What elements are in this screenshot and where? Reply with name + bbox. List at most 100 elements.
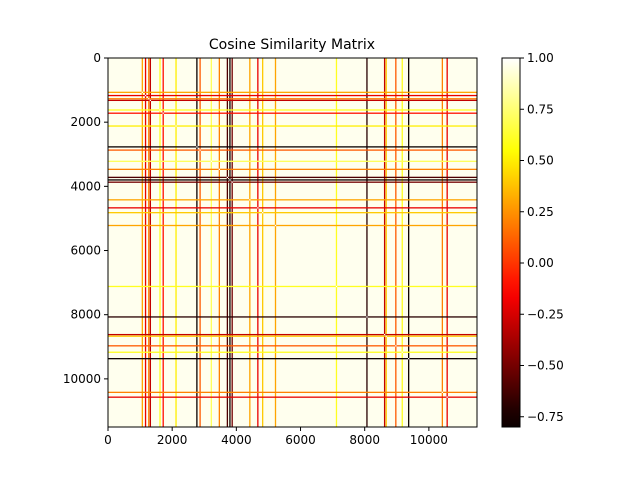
x-tick-label: 6000 bbox=[285, 433, 316, 447]
colorbar-tick-label: −0.50 bbox=[527, 359, 564, 373]
heatmap-diagonal-cell bbox=[229, 179, 231, 181]
heatmap-diagonal-cell bbox=[218, 168, 220, 170]
heatmap-column-band bbox=[196, 58, 198, 427]
heatmap-row-band bbox=[108, 181, 477, 183]
heatmap-column-band bbox=[249, 58, 251, 427]
heatmap-diagonal-cell bbox=[385, 335, 387, 337]
x-axis: 0 2000 4000 6000 8000 10000 bbox=[104, 427, 448, 447]
heatmap-column-band bbox=[229, 58, 231, 427]
heatmap-column-band bbox=[210, 58, 212, 427]
heatmap-row-band bbox=[108, 207, 477, 209]
heatmap-row-band bbox=[108, 176, 477, 179]
colorbar-axis: 1.00 0.75 0.50 0.25 0.00 −0.25 −0.50 −0.75 bbox=[520, 51, 564, 424]
heatmap-diagonal-cell bbox=[366, 316, 368, 318]
heatmap-diagonal-cell bbox=[231, 181, 233, 183]
heatmap-row-band bbox=[108, 285, 477, 288]
chart-title: Cosine Similarity Matrix bbox=[209, 37, 375, 53]
colorbar-tick-label: −0.75 bbox=[527, 410, 564, 424]
y-tick-label: 6000 bbox=[70, 244, 101, 258]
colorbar-tick-label: 0.75 bbox=[527, 102, 554, 116]
colorbar-tick-label: 1.00 bbox=[527, 51, 554, 65]
x-tick-label: 0 bbox=[104, 433, 112, 447]
heatmap-row-band bbox=[108, 146, 477, 148]
colorbar-tick-label: 0.25 bbox=[527, 205, 554, 219]
heatmap-column-band bbox=[141, 58, 143, 427]
heatmap-row-band bbox=[108, 358, 477, 360]
heatmap-row-band bbox=[108, 335, 477, 337]
heatmap-column-band bbox=[408, 58, 410, 427]
heatmap-diagonal-cell bbox=[196, 146, 198, 148]
heatmap-diagonal-cell bbox=[335, 285, 338, 288]
heatmap-row-band bbox=[108, 94, 477, 97]
heatmap-diagonal-cell bbox=[226, 176, 229, 179]
heatmap-diagonal-cell bbox=[162, 112, 164, 114]
heatmap-row-band bbox=[108, 109, 477, 111]
heatmap-diagonal-cell bbox=[262, 212, 264, 214]
heatmap-column-band bbox=[231, 58, 233, 427]
heatmap-column-band bbox=[441, 58, 444, 427]
heatmap-column-band bbox=[149, 58, 152, 427]
heatmap-row-band bbox=[108, 345, 477, 347]
heatmap-column-band bbox=[274, 58, 277, 427]
heatmap-row-band bbox=[108, 224, 477, 227]
x-tick-label: 10000 bbox=[410, 433, 448, 447]
heatmap-image bbox=[108, 58, 477, 427]
heatmap-row-band bbox=[108, 391, 477, 394]
heatmap-diagonal-cell bbox=[175, 125, 177, 127]
heatmap-row-band bbox=[108, 168, 477, 170]
heatmap-row-band bbox=[108, 91, 477, 93]
x-tick-label: 2000 bbox=[157, 433, 188, 447]
y-tick-label: 0 bbox=[93, 51, 101, 65]
heatmap-diagonal-cell bbox=[210, 160, 212, 162]
heatmap-frame bbox=[107, 57, 478, 428]
heatmap-diagonal-cell bbox=[141, 91, 143, 93]
heatmap-diagonal-cell bbox=[446, 396, 448, 398]
heatmap-row-band bbox=[108, 179, 477, 181]
heatmap-column-band bbox=[383, 58, 386, 427]
heatmap-diagonal-cell bbox=[401, 351, 403, 353]
heatmap-diagonal-cell bbox=[274, 224, 277, 227]
heatmap-row-band bbox=[108, 351, 477, 353]
heatmap-row-band bbox=[108, 112, 477, 114]
heatmap-column-band bbox=[218, 58, 220, 427]
heatmap-diagonal-cell bbox=[149, 99, 152, 102]
y-tick-label: 8000 bbox=[70, 308, 101, 322]
heatmap-diagonal-cell bbox=[199, 149, 201, 151]
heatmap-diagonal-cell bbox=[257, 207, 259, 209]
heatmap-column-band bbox=[175, 58, 177, 427]
colorbar-tick-label: −0.25 bbox=[527, 307, 564, 321]
heatmap-column-band bbox=[385, 58, 387, 427]
heatmap-row-band bbox=[108, 199, 477, 201]
x-tick-label: 4000 bbox=[221, 433, 252, 447]
heatmap-row-band bbox=[108, 212, 477, 214]
heatmap-column-band bbox=[148, 58, 150, 427]
heatmap-column-band bbox=[366, 58, 368, 427]
heatmap-column-band bbox=[226, 58, 229, 427]
heatmap-diagonal-cell bbox=[249, 199, 251, 201]
y-tick-label: 10000 bbox=[63, 372, 101, 386]
heatmap-column-band bbox=[162, 58, 164, 427]
y-tick-label: 4000 bbox=[70, 179, 101, 193]
heatmap-diagonal-cell bbox=[159, 109, 161, 111]
heatmap-diagonal-cell bbox=[148, 98, 150, 100]
heatmap-column-band bbox=[335, 58, 338, 427]
heatmap-diagonal-cell bbox=[144, 94, 147, 97]
heatmap-column-band bbox=[446, 58, 448, 427]
heatmap-diagonal-cell bbox=[441, 391, 444, 394]
heatmap-column-band bbox=[262, 58, 264, 427]
heatmap-row-band bbox=[108, 125, 477, 127]
heatmap-row-band bbox=[108, 333, 477, 336]
heatmap-column-band bbox=[199, 58, 201, 427]
heatmap-column-band bbox=[159, 58, 161, 427]
x-tick-label: 8000 bbox=[349, 433, 380, 447]
heatmap-row-band bbox=[108, 149, 477, 151]
y-tick-label: 2000 bbox=[70, 115, 101, 129]
heatmap-background bbox=[108, 58, 477, 427]
heatmap-row-band bbox=[108, 99, 477, 102]
heatmap-row-band bbox=[108, 98, 477, 100]
colorbar-tick-label: 0.00 bbox=[527, 256, 554, 270]
heatmap-diagonal-cell bbox=[383, 333, 386, 336]
heatmap-column-band bbox=[144, 58, 147, 427]
heatmap-diagonal-cell bbox=[395, 345, 397, 347]
